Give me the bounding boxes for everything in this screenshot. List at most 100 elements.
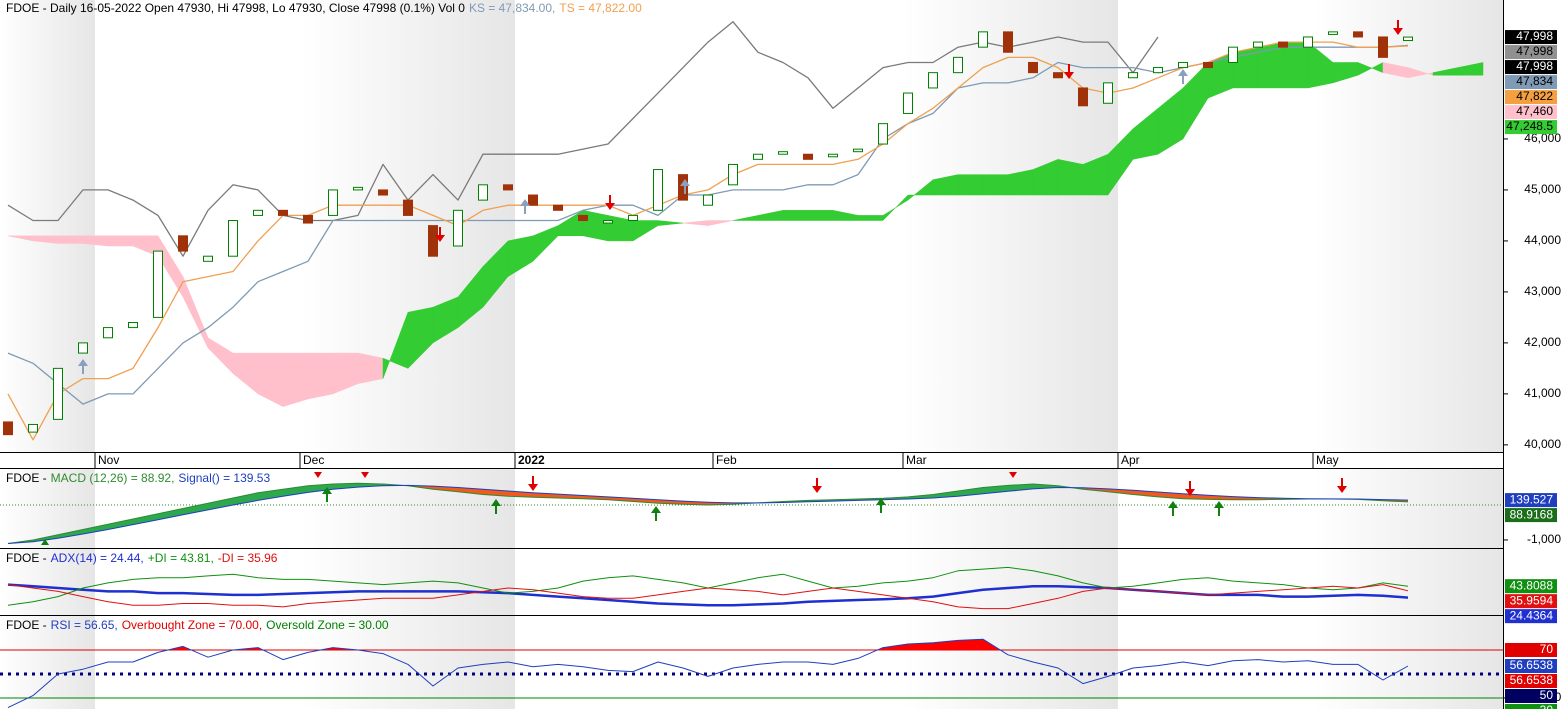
candle-body xyxy=(553,204,563,211)
candle-body xyxy=(1228,46,1238,63)
value-tag-label: 35.9594 xyxy=(1510,593,1554,607)
x-tick-label: Feb xyxy=(716,453,737,467)
value-tag-label: 50 xyxy=(1540,688,1554,702)
candle-body xyxy=(1028,61,1038,74)
candle-body xyxy=(228,220,238,257)
value-tag xyxy=(1505,673,1557,688)
cloud-segment xyxy=(1457,62,1484,76)
legend-entry: RSI = 56.65, xyxy=(51,618,118,632)
signal-arrow-head xyxy=(1064,72,1074,79)
panel-title: FDOE - Daily 16-05-2022 Open 47930, Hi 4… xyxy=(6,1,465,15)
candle-body xyxy=(1153,67,1163,74)
overbought-fill xyxy=(168,639,1001,650)
x-tick-label: Dec xyxy=(303,453,324,467)
candle-body xyxy=(628,214,638,222)
signal-arrow-head xyxy=(1185,489,1195,496)
candle-body xyxy=(153,250,163,318)
value-tag-label: 24.4364 xyxy=(1510,608,1554,622)
candle-body xyxy=(753,153,763,160)
signal-arrow-head xyxy=(520,199,530,206)
signal-marker xyxy=(1009,472,1017,478)
value-tag xyxy=(1505,609,1557,624)
candle-body xyxy=(428,225,438,257)
value-tag-label: 56.6538 xyxy=(1510,658,1554,672)
signal-arrow-head xyxy=(528,484,538,491)
cloud-segment xyxy=(982,174,1009,196)
cloud-segment xyxy=(107,235,134,247)
candle-body xyxy=(678,174,688,201)
month-shade xyxy=(1313,0,1503,709)
cloud-segment xyxy=(582,210,609,242)
value-tag-label: 47,998 xyxy=(1516,29,1553,43)
panel-borders xyxy=(0,0,1504,709)
candle-body xyxy=(1328,31,1338,35)
value-tag xyxy=(1505,105,1557,120)
candle-body xyxy=(78,342,88,354)
signal-arrow-head xyxy=(78,359,88,366)
panel-title: FDOE - xyxy=(6,618,47,632)
legend-entry: MACD (12,26) = 88.92, xyxy=(51,471,175,485)
plot-area xyxy=(0,20,1503,709)
value-tag-label: 47,998 xyxy=(1516,59,1553,73)
candle-body xyxy=(1403,36,1413,42)
y-tick-label: 43,000 xyxy=(1524,284,1561,298)
x-tick-label: Nov xyxy=(98,453,119,467)
candle-body xyxy=(203,255,213,262)
value-tag-label: 88.9168 xyxy=(1510,507,1554,521)
candle-body xyxy=(803,153,813,160)
value-tag xyxy=(1505,45,1557,60)
value-tag xyxy=(1505,688,1557,703)
candle-body xyxy=(1303,36,1313,48)
candle-body xyxy=(453,209,463,247)
signal-arrow-head xyxy=(322,487,332,494)
value-tag xyxy=(1505,658,1557,673)
macd-fill xyxy=(208,497,233,510)
x-tick-label: 2022 xyxy=(518,453,545,467)
value-tag-label: 47,248.5 xyxy=(1506,119,1553,133)
value-tag-label: 30 xyxy=(1540,703,1554,709)
legend-entry: ADX(14) = 24.44, xyxy=(51,551,144,565)
cloud-segment xyxy=(1257,41,1284,89)
panel-header: FDOE - ADX(14) = 24.44, +DI = 43.81, -DI = … xyxy=(6,551,278,565)
candle-body xyxy=(1053,72,1063,79)
y-tick-label: 46,000 xyxy=(1524,131,1561,145)
legend-entry: +DI = 43.81, xyxy=(148,551,214,565)
cloud-segment xyxy=(782,210,809,221)
value-tag xyxy=(1505,90,1557,105)
cloud-segment xyxy=(282,352,309,407)
series-line xyxy=(7,584,1409,610)
cloud-segment xyxy=(857,215,884,221)
macd-fill xyxy=(183,503,208,515)
cloud-segment xyxy=(1057,159,1084,196)
date-strip xyxy=(0,452,1503,468)
candle-body xyxy=(378,189,388,196)
candle-body xyxy=(328,189,338,216)
candle-body xyxy=(1253,41,1263,48)
cloud-segment xyxy=(807,210,834,221)
candle-body xyxy=(178,235,188,252)
signal-arrow-head xyxy=(1168,501,1178,508)
candle-body xyxy=(853,148,863,153)
value-tag xyxy=(1505,642,1557,657)
candle-body xyxy=(1203,61,1213,69)
macd-fill xyxy=(1233,496,1258,500)
value-tag xyxy=(1505,493,1557,508)
panel-header: FDOE - RSI = 56.65, Overbought Zone = 70.0… xyxy=(6,618,389,632)
macd-fill xyxy=(233,492,258,505)
macd-fill xyxy=(283,485,308,497)
legend-entry: KS = 47,834.00, xyxy=(469,1,555,15)
value-tag-label: 47,460 xyxy=(1516,104,1553,118)
month-shades xyxy=(0,0,1503,709)
signal-arrow-head xyxy=(1214,501,1224,508)
candle-body xyxy=(403,199,413,216)
value-tag-label: 47,834 xyxy=(1516,74,1553,88)
macd-fill xyxy=(333,483,358,490)
y-tick-label: 41,000 xyxy=(1524,386,1561,400)
series-line xyxy=(7,21,1159,257)
candle-body xyxy=(1103,82,1113,104)
signal-arrow-head xyxy=(680,179,690,186)
candle-body xyxy=(1378,36,1388,58)
macd-fill xyxy=(133,513,158,525)
candle-body xyxy=(728,163,738,186)
